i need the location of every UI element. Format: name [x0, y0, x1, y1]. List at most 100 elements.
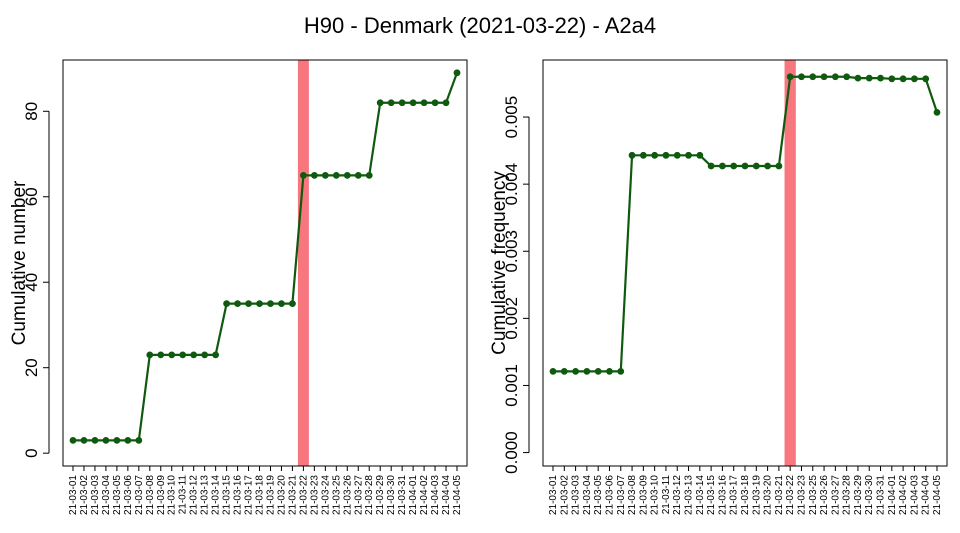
x-tick-label: 21-03-28	[842, 475, 853, 515]
data-point	[583, 367, 591, 375]
x-tick-label: 21-03-09	[156, 475, 167, 515]
data-point	[730, 162, 738, 170]
data-point	[752, 162, 760, 170]
data-point	[843, 73, 851, 81]
data-point	[102, 436, 110, 444]
data-point	[135, 436, 143, 444]
x-tick-label: 21-03-02	[79, 475, 90, 515]
data-point	[190, 351, 198, 359]
data-point	[289, 300, 296, 307]
data-point	[651, 151, 659, 159]
x-tick-label: 21-03-31	[876, 475, 887, 515]
x-tick-label: 21-04-04	[921, 475, 932, 515]
data-point	[300, 171, 307, 179]
data-point	[707, 162, 715, 170]
x-tick-label: 21-04-02	[419, 475, 430, 515]
chart-title: H90 - Denmark (2021-03-22) - A2a4	[304, 13, 656, 38]
x-tick-label: 21-03-28	[364, 475, 375, 515]
x-tick-label: 21-03-12	[189, 475, 200, 515]
y-tick-label: 80	[22, 102, 41, 121]
data-point	[420, 99, 428, 107]
data-point	[179, 351, 187, 359]
x-tick-label: 21-03-12	[672, 475, 683, 515]
data-point	[387, 99, 395, 107]
data-point	[168, 351, 176, 359]
data-point	[332, 171, 340, 179]
x-tick-label: 21-03-15	[222, 475, 233, 515]
x-tick-label: 21-03-02	[559, 475, 570, 515]
data-point	[922, 75, 930, 83]
data-point	[560, 367, 568, 375]
x-tick-label: 21-03-15	[706, 475, 717, 515]
data-point	[321, 171, 329, 179]
highlight-band	[297, 60, 309, 466]
data-point	[775, 162, 783, 170]
series-line	[73, 72, 459, 442]
data-point	[696, 151, 704, 159]
y-tick-label: 0.004	[502, 163, 521, 206]
x-tick-label: 21-03-22	[298, 475, 309, 515]
data-point	[278, 300, 285, 307]
data-point	[594, 367, 602, 375]
y-tick-label: 40	[22, 273, 41, 292]
data-point	[124, 436, 132, 444]
data-point	[628, 151, 636, 159]
x-tick-label: 21-03-01	[548, 475, 559, 515]
x-tick-label: 21-03-19	[751, 475, 762, 515]
data-point	[431, 99, 439, 107]
x-tick-label: 21-03-03	[571, 475, 582, 515]
x-tick-label: 21-03-06	[604, 475, 615, 515]
x-tick-label: 21-03-13	[684, 475, 695, 515]
series-line	[553, 75, 939, 373]
x-tick-label: 21-03-27	[830, 475, 841, 515]
x-tick-label: 21-04-01	[887, 475, 898, 515]
x-tick-label: 21-03-24	[320, 475, 331, 515]
data-point	[234, 300, 241, 307]
y-tick-label: 0	[22, 448, 41, 457]
x-tick-label: 21-04-01	[408, 475, 419, 515]
x-tick-label: 21-03-29	[853, 475, 864, 515]
x-tick-label: 21-03-16	[233, 475, 244, 515]
data-point	[764, 162, 771, 170]
x-tick-label: 21-03-20	[276, 475, 287, 515]
data-point	[91, 436, 99, 444]
data-point	[146, 351, 154, 359]
y-tick-label: 0.000	[502, 431, 521, 474]
x-tick-label: 21-03-04	[101, 475, 112, 515]
data-point	[157, 351, 165, 359]
data-point	[267, 300, 274, 307]
data-point	[639, 151, 647, 159]
x-tick-label: 21-03-18	[740, 475, 751, 515]
y-tick-label: 0.005	[502, 96, 521, 139]
data-point	[256, 300, 263, 307]
x-tick-label: 21-03-07	[616, 475, 627, 515]
y-tick-label: 20	[22, 358, 41, 377]
y-tick-label: 60	[22, 187, 41, 206]
x-tick-label: 21-04-05	[932, 475, 943, 515]
x-tick-label: 21-03-05	[112, 475, 123, 515]
data-point	[831, 73, 839, 81]
data-point	[617, 367, 625, 375]
x-tick-label: 21-03-21	[287, 475, 298, 515]
highlight-band	[784, 60, 796, 466]
data-point	[662, 151, 670, 159]
data-point	[223, 300, 231, 307]
data-point	[549, 367, 557, 375]
x-tick-label: 21-03-27	[353, 475, 364, 515]
data-point	[899, 75, 907, 83]
data-point	[201, 351, 209, 359]
data-point	[80, 436, 88, 444]
x-tick-label: 21-03-21	[774, 475, 785, 515]
data-point	[933, 108, 941, 116]
x-tick-label: 21-03-25	[808, 475, 819, 515]
x-tick-label: 21-04-04	[441, 475, 452, 515]
data-point	[69, 436, 77, 444]
x-tick-label: 21-03-06	[123, 475, 134, 515]
x-tick-label: 21-03-08	[627, 475, 638, 515]
data-point	[911, 75, 918, 83]
x-tick-label: 21-03-23	[309, 475, 320, 515]
data-point	[409, 99, 417, 107]
x-tick-label: 21-03-29	[375, 475, 386, 515]
x-tick-label: 21-03-04	[582, 475, 593, 515]
